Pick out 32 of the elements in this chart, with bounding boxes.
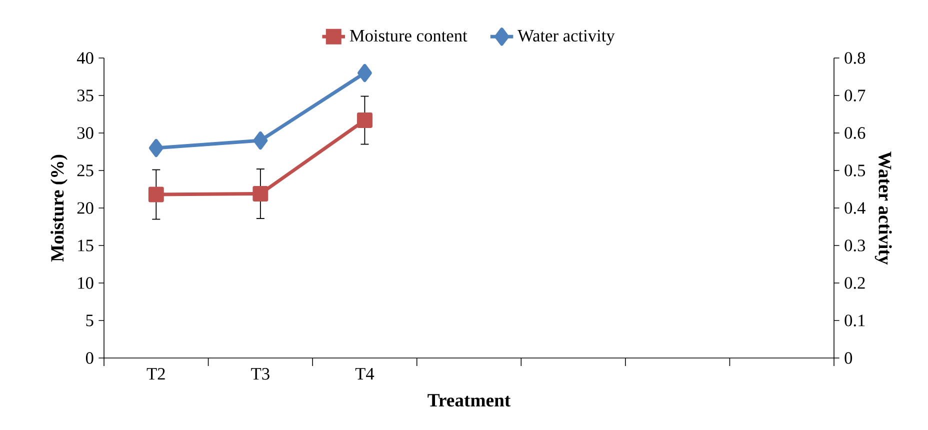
y-tick-label: 0	[86, 352, 94, 364]
y-tick-label: 10	[78, 277, 94, 289]
y-tick-label: 15	[78, 240, 94, 252]
point	[357, 64, 372, 82]
y2-tick-label: 0.5	[844, 164, 866, 176]
y2-tick-label: 0.2	[844, 277, 865, 289]
y2-tick-label: 0.1	[844, 314, 865, 326]
y-tick-label: 20	[77, 202, 94, 214]
y-axis-title: Moisture (%)	[50, 154, 68, 262]
point	[356, 112, 372, 128]
y2-tick-label: 0	[844, 352, 852, 364]
x-tick-label: T2	[146, 368, 165, 380]
y-tick-label: 5	[86, 314, 94, 326]
y2-tick-label: 0.4	[844, 202, 866, 214]
x-axis-title: Treatment	[428, 394, 511, 407]
y-tick-label: 40	[76, 52, 94, 64]
x-tick-label: T4	[355, 368, 374, 380]
y-tick-label: 25	[77, 164, 94, 176]
point	[252, 186, 268, 202]
y2-axis-title: Water activity	[874, 152, 892, 265]
y2-tick-label: 0.8	[844, 52, 866, 64]
legend-label: Moisture content	[350, 30, 468, 42]
x-tick-label: T3	[251, 368, 270, 380]
point	[253, 131, 268, 150]
point	[148, 186, 164, 202]
point	[148, 138, 164, 158]
y-tick-label: 35	[77, 90, 94, 102]
legend-label: Water activity	[518, 30, 615, 46]
y2-tick-label: 0.3	[844, 240, 866, 252]
y2-tick-label: 0.6	[844, 127, 866, 139]
y-tick-label: 30	[77, 127, 94, 139]
y2-tick-label: 0.7	[844, 90, 866, 102]
